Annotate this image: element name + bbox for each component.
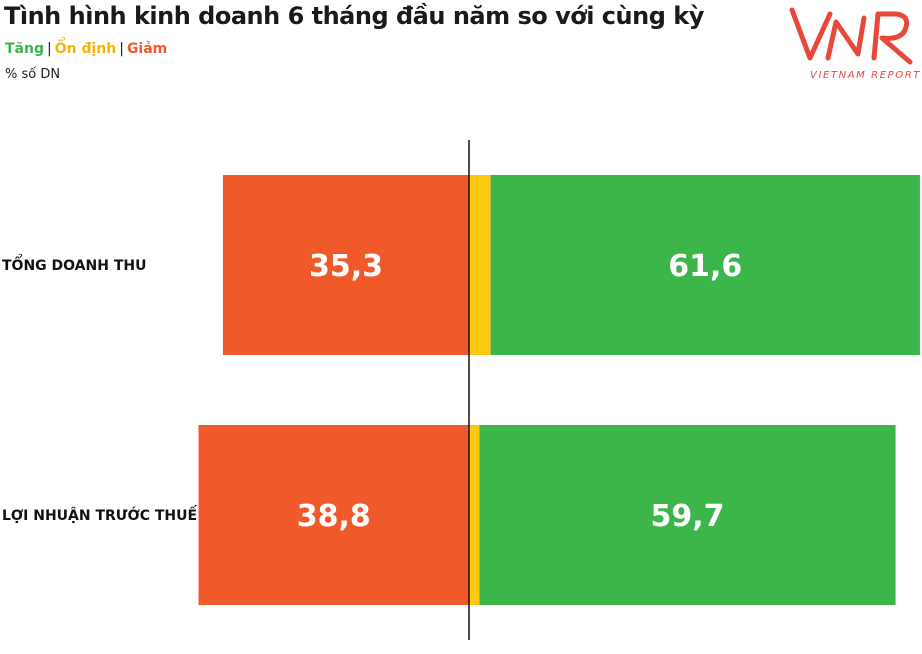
unit-label: % số DN xyxy=(5,67,61,82)
chart-title: Tình hình kinh doanh 6 tháng đầu năm so … xyxy=(4,2,704,30)
bar-decrease xyxy=(222,175,469,355)
data-label-decrease: 35,3 xyxy=(309,249,383,284)
legend-increase: Tăng xyxy=(5,41,44,57)
data-label-increase: 59,7 xyxy=(650,499,724,534)
bar-increase xyxy=(490,175,920,355)
vnr-logo xyxy=(789,7,913,65)
data-label-increase: 61,6 xyxy=(668,249,742,284)
bar-decrease xyxy=(198,425,469,605)
bar-increase xyxy=(479,425,896,605)
legend: Tăng | Ổn định | Giảm xyxy=(5,41,167,57)
category-label: LỢI NHUẬN TRƯỚC THUẾ xyxy=(2,505,198,524)
legend-stable: Ổn định xyxy=(54,41,117,57)
legend-decrease: Giảm xyxy=(126,41,168,57)
legend-separator: | xyxy=(47,41,52,57)
category-label: TỔNG DOANH THU xyxy=(2,254,146,274)
legend-separator: | xyxy=(119,41,124,57)
bar-stable xyxy=(469,425,480,605)
bar-stable xyxy=(469,175,491,355)
logo-text: VIETNAM REPORT xyxy=(810,70,921,81)
data-label-decrease: 38,8 xyxy=(297,499,371,534)
